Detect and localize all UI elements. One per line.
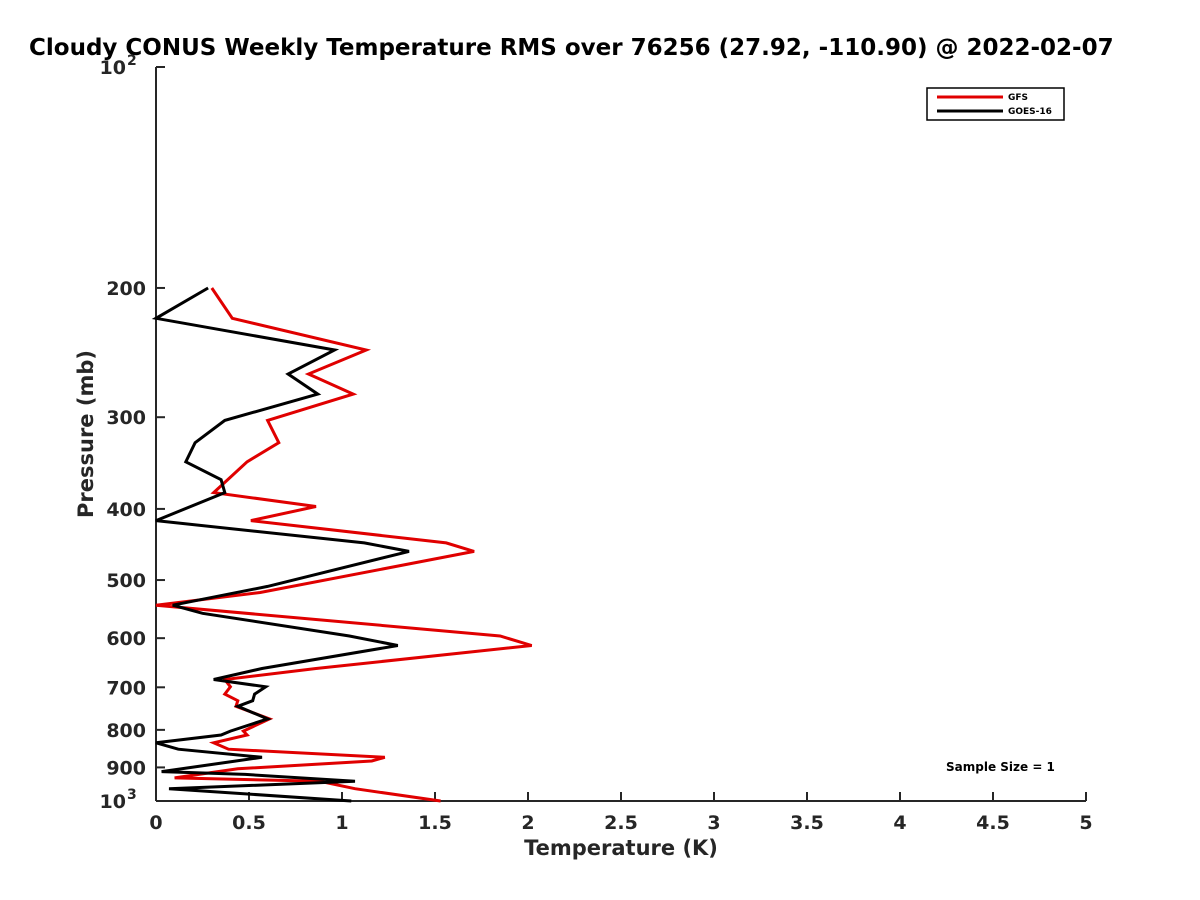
y-tick-label-major: 10 <box>100 57 126 79</box>
x-tick-label: 0 <box>149 812 162 834</box>
legend-box <box>926 87 1065 121</box>
x-tick-label: 0.5 <box>232 812 266 834</box>
y-axis-label: Pressure (mb) <box>74 350 98 518</box>
legend: GFS GOES-16 <box>926 87 1065 121</box>
series-layer <box>151 286 533 803</box>
series-line-goes16 <box>151 286 410 803</box>
y-tick-label: 300 <box>106 407 146 429</box>
y-tick-label: 400 <box>106 499 146 521</box>
x-tick-label: 4.5 <box>976 812 1010 834</box>
x-axis-label: Temperature (K) <box>524 836 718 860</box>
y-tick-label: 500 <box>106 570 146 592</box>
y-tick-label: 600 <box>106 628 146 650</box>
x-tick-label: 4 <box>893 812 906 834</box>
x-tick-label: 1 <box>335 812 348 834</box>
x-tick-label: 1.5 <box>418 812 452 834</box>
y-tick-label: 700 <box>106 677 146 699</box>
chart-title: Cloudy CONUS Weekly Temperature RMS over… <box>29 35 1114 61</box>
y-tick-label: 800 <box>106 720 146 742</box>
x-tick-label: 3.5 <box>790 812 824 834</box>
y-tick-label: 900 <box>106 757 146 779</box>
y-tick-label-major: 10 <box>100 791 126 813</box>
legend-label-gfs: GFS <box>1008 93 1028 103</box>
x-tick-label: 3 <box>707 812 720 834</box>
x-tick-label: 2 <box>521 812 534 834</box>
y-tick-exponent: 3 <box>127 787 137 803</box>
x-tick-label: 5 <box>1079 812 1092 834</box>
sample-size-annotation: Sample Size = 1 <box>946 760 1055 774</box>
x-ticks: 0 0.5 1 1.5 2 2.5 3 3.5 4 4.5 5 <box>149 792 1093 834</box>
x-tick-label: 2.5 <box>604 812 638 834</box>
y-tick-exponent: 2 <box>127 53 137 69</box>
y-tick-label: 200 <box>106 278 146 300</box>
plot-area <box>155 67 1086 802</box>
legend-label-goes16: GOES-16 <box>1008 107 1052 117</box>
series-line-gfs <box>155 287 533 803</box>
